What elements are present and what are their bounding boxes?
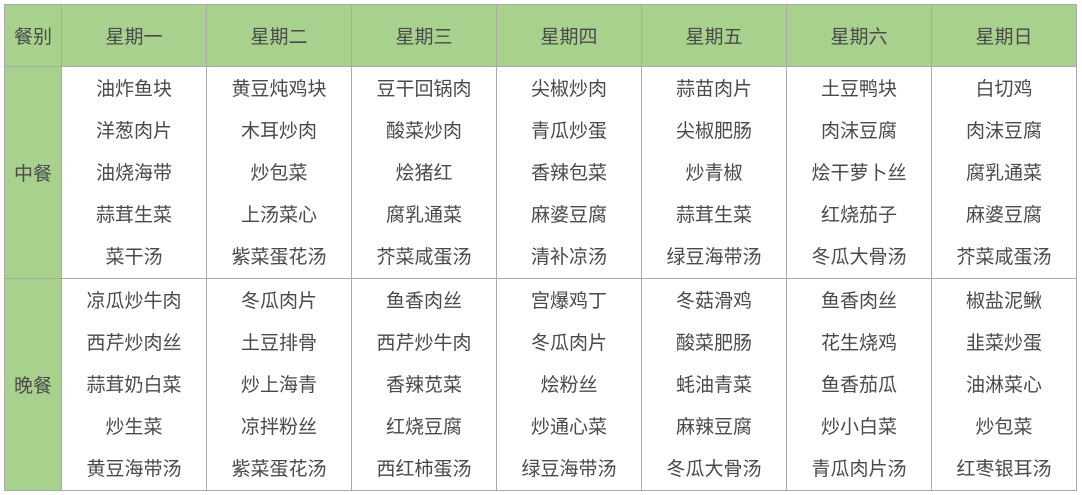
dish-item: 烩粉丝 — [540, 373, 598, 396]
header-day-thu: 星期四 — [496, 4, 642, 67]
menu-cell: 白切鸡肉沫豆腐腐乳通菜麻婆豆腐芥菜咸蛋汤 — [931, 66, 1077, 279]
dish-item: 鱼香肉丝 — [820, 289, 897, 312]
dish-item: 豆干回锅肉 — [376, 77, 472, 100]
dish-item: 凉瓜炒牛肉 — [86, 289, 182, 312]
dish-item: 红烧茄子 — [820, 203, 897, 226]
dish-item: 麻辣豆腐 — [675, 415, 752, 438]
dish-item: 绿豆海带汤 — [666, 245, 762, 268]
dish-item: 油淋菜心 — [965, 373, 1042, 396]
header-day-fri: 星期五 — [641, 4, 787, 67]
dish-item: 香辣包菜 — [530, 161, 607, 184]
menu-cell: 鱼香肉丝西芹炒牛肉香辣苋菜红烧豆腐西红柿蛋汤 — [351, 278, 497, 491]
meal-label: 晚餐 — [4, 278, 62, 491]
dish-item: 紫菜蛋花汤 — [231, 245, 327, 268]
dish-item: 油烧海带 — [95, 161, 172, 184]
dish-item: 青瓜肉片汤 — [811, 457, 907, 480]
dish-item: 凉拌粉丝 — [240, 415, 317, 438]
dish-item: 芥菜咸蛋汤 — [956, 245, 1052, 268]
header-day-wed: 星期三 — [351, 4, 497, 67]
dish-item: 鱼香肉丝 — [385, 289, 462, 312]
dish-item: 蒜茸生菜 — [675, 203, 752, 226]
dish-item: 炒上海青 — [240, 373, 317, 396]
dish-item: 宫爆鸡丁 — [530, 289, 607, 312]
menu-cell: 油炸鱼块洋葱肉片油烧海带蒜茸生菜菜干汤 — [61, 66, 207, 279]
dish-item: 椒盐泥鳅 — [965, 289, 1042, 312]
dish-item: 酸菜炒肉 — [385, 119, 462, 142]
dish-item: 蒜苗肉片 — [675, 77, 752, 100]
dish-item: 烩猪红 — [395, 161, 453, 184]
dish-item: 麻婆豆腐 — [530, 203, 607, 226]
dish-item: 腐乳通菜 — [965, 161, 1042, 184]
dish-item: 白切鸡 — [975, 77, 1033, 100]
menu-cell: 冬菇滑鸡酸菜肥肠蚝油青菜麻辣豆腐冬瓜大骨汤 — [641, 278, 787, 491]
dish-item: 炒生菜 — [105, 415, 163, 438]
menu-cell: 凉瓜炒牛肉西芹炒肉丝蒜茸奶白菜炒生菜黄豆海带汤 — [61, 278, 207, 491]
dish-item: 蒜茸奶白菜 — [86, 373, 182, 396]
menu-cell: 冬瓜肉片土豆排骨炒上海青凉拌粉丝紫菜蛋花汤 — [206, 278, 352, 491]
dish-item: 冬菇滑鸡 — [675, 289, 752, 312]
dish-item: 冬瓜肉片 — [530, 331, 607, 354]
dish-item: 肉沫豆腐 — [965, 119, 1042, 142]
dinner-row: 晚餐 凉瓜炒牛肉 西芹炒肉丝 蒜茸奶白菜 炒生菜 黄豆海带汤 冬瓜肉片 土豆排骨 炒上海青 凉拌粉… — [4, 278, 1077, 491]
dish-item: 冬瓜大骨汤 — [666, 457, 762, 480]
dish-item: 花生烧鸡 — [820, 331, 897, 354]
header-day-sat: 星期六 — [786, 4, 932, 67]
header-row: 餐别 星期一 星期二 星期三 星期四 星期五 星期六 星期日 — [4, 4, 1077, 67]
dish-item: 炒包菜 — [250, 161, 308, 184]
dish-item: 油炸鱼块 — [95, 77, 172, 100]
dish-item: 土豆排骨 — [240, 331, 317, 354]
dish-item: 蒜茸生菜 — [95, 203, 172, 226]
dish-item: 肉沫豆腐 — [820, 119, 897, 142]
menu-cell: 鱼香肉丝花生烧鸡鱼香茄瓜炒小白菜青瓜肉片汤 — [786, 278, 932, 491]
weekly-menu-table: 餐别 星期一 星期二 星期三 星期四 星期五 星期六 星期日 中餐 油炸鱼块 洋葱肉… — [4, 4, 1077, 491]
dish-item: 紫菜蛋花汤 — [231, 457, 327, 480]
dish-item: 红烧豆腐 — [385, 415, 462, 438]
meal-label: 中餐 — [4, 66, 62, 279]
menu-cell: 土豆鸭块肉沫豆腐烩干萝卜丝红烧茄子冬瓜大骨汤 — [786, 66, 932, 279]
dish-item: 绿豆海带汤 — [521, 457, 617, 480]
dish-item: 尖椒炒肉 — [530, 77, 607, 100]
dish-item: 炒小白菜 — [820, 415, 897, 438]
dish-item: 洋葱肉片 — [95, 119, 172, 142]
dish-item: 西红柿蛋汤 — [376, 457, 472, 480]
header-day-mon: 星期一 — [61, 4, 207, 67]
dish-item: 香辣苋菜 — [385, 373, 462, 396]
dish-item: 木耳炒肉 — [240, 119, 317, 142]
dish-item: 西芹炒牛肉 — [376, 331, 472, 354]
dish-item: 酸菜肥肠 — [675, 331, 752, 354]
dish-item: 芥菜咸蛋汤 — [376, 245, 472, 268]
dish-item: 清补凉汤 — [530, 245, 607, 268]
dish-item: 上汤菜心 — [240, 203, 317, 226]
menu-cell: 豆干回锅肉酸菜炒肉烩猪红腐乳通菜芥菜咸蛋汤 — [351, 66, 497, 279]
dish-item: 黄豆炖鸡块 — [231, 77, 327, 100]
dish-item: 炒包菜 — [975, 415, 1033, 438]
dish-item: 炒青椒 — [685, 161, 743, 184]
menu-cell: 尖椒炒肉青瓜炒蛋香辣包菜麻婆豆腐清补凉汤 — [496, 66, 642, 279]
dish-item: 鱼香茄瓜 — [820, 373, 897, 396]
dish-item: 青瓜炒蛋 — [530, 119, 607, 142]
dish-item: 蚝油青菜 — [675, 373, 752, 396]
dish-item: 红枣银耳汤 — [956, 457, 1052, 480]
menu-cell: 椒盐泥鳅韭菜炒蛋油淋菜心炒包菜红枣银耳汤 — [931, 278, 1077, 491]
dish-item: 尖椒肥肠 — [675, 119, 752, 142]
header-day-tue: 星期二 — [206, 4, 352, 67]
dish-item: 土豆鸭块 — [820, 77, 897, 100]
menu-cell: 宫爆鸡丁冬瓜肉片烩粉丝炒通心菜绿豆海带汤 — [496, 278, 642, 491]
dish-item: 炒通心菜 — [530, 415, 607, 438]
dish-item: 西芹炒肉丝 — [86, 331, 182, 354]
dish-item: 冬瓜大骨汤 — [811, 245, 907, 268]
dish-item: 黄豆海带汤 — [86, 457, 182, 480]
menu-cell: 黄豆炖鸡块木耳炒肉炒包菜上汤菜心紫菜蛋花汤 — [206, 66, 352, 279]
menu-cell: 蒜苗肉片尖椒肥肠炒青椒蒜茸生菜绿豆海带汤 — [641, 66, 787, 279]
lunch-row: 中餐 油炸鱼块 洋葱肉片 油烧海带 蒜茸生菜 菜干汤 黄豆炖鸡块 木耳炒肉 炒包菜 上汤菜心 紫菜蛋… — [4, 66, 1077, 279]
dish-item: 冬瓜肉片 — [240, 289, 317, 312]
dish-item: 韭菜炒蛋 — [965, 331, 1042, 354]
header-day-sun: 星期日 — [931, 4, 1077, 67]
dish-item: 烩干萝卜丝 — [811, 161, 907, 184]
dish-item: 菜干汤 — [105, 245, 163, 268]
header-meal-type: 餐别 — [4, 4, 62, 67]
dish-item: 麻婆豆腐 — [965, 203, 1042, 226]
dish-item: 腐乳通菜 — [385, 203, 462, 226]
